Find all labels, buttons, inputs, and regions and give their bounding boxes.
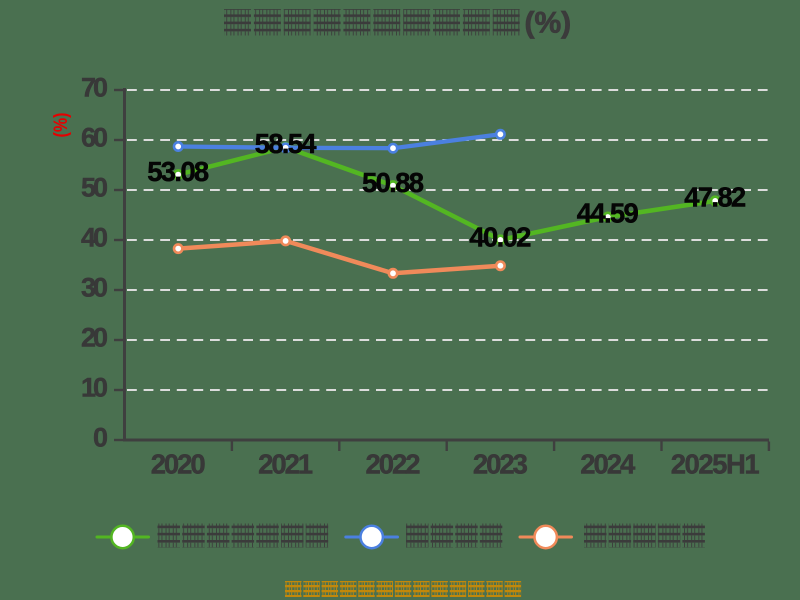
svg-text:10: 10 xyxy=(81,373,108,403)
svg-text:53.08: 53.08 xyxy=(147,156,209,187)
svg-text:30: 30 xyxy=(81,273,108,303)
svg-text:47.82: 47.82 xyxy=(684,181,746,212)
svg-text:50: 50 xyxy=(81,173,108,203)
svg-text:2020: 2020 xyxy=(151,449,206,480)
svg-text:40: 40 xyxy=(81,223,108,253)
svg-text:(%): (%) xyxy=(525,7,572,40)
svg-text:50.88: 50.88 xyxy=(362,167,424,198)
svg-text:2025H1: 2025H1 xyxy=(671,449,760,480)
svg-text:2021: 2021 xyxy=(258,449,313,480)
svg-text:(%): (%) xyxy=(51,113,72,138)
svg-text:40.02: 40.02 xyxy=(469,221,531,252)
svg-text:58.54: 58.54 xyxy=(255,128,318,159)
svg-text:44.59: 44.59 xyxy=(577,198,639,229)
svg-text:60: 60 xyxy=(81,123,108,153)
svg-text:70: 70 xyxy=(81,73,108,103)
svg-text:20: 20 xyxy=(81,323,108,353)
svg-text:0: 0 xyxy=(93,423,108,453)
svg-text:2023: 2023 xyxy=(473,449,528,480)
svg-text:2022: 2022 xyxy=(366,449,421,480)
svg-text:2024: 2024 xyxy=(580,449,636,480)
